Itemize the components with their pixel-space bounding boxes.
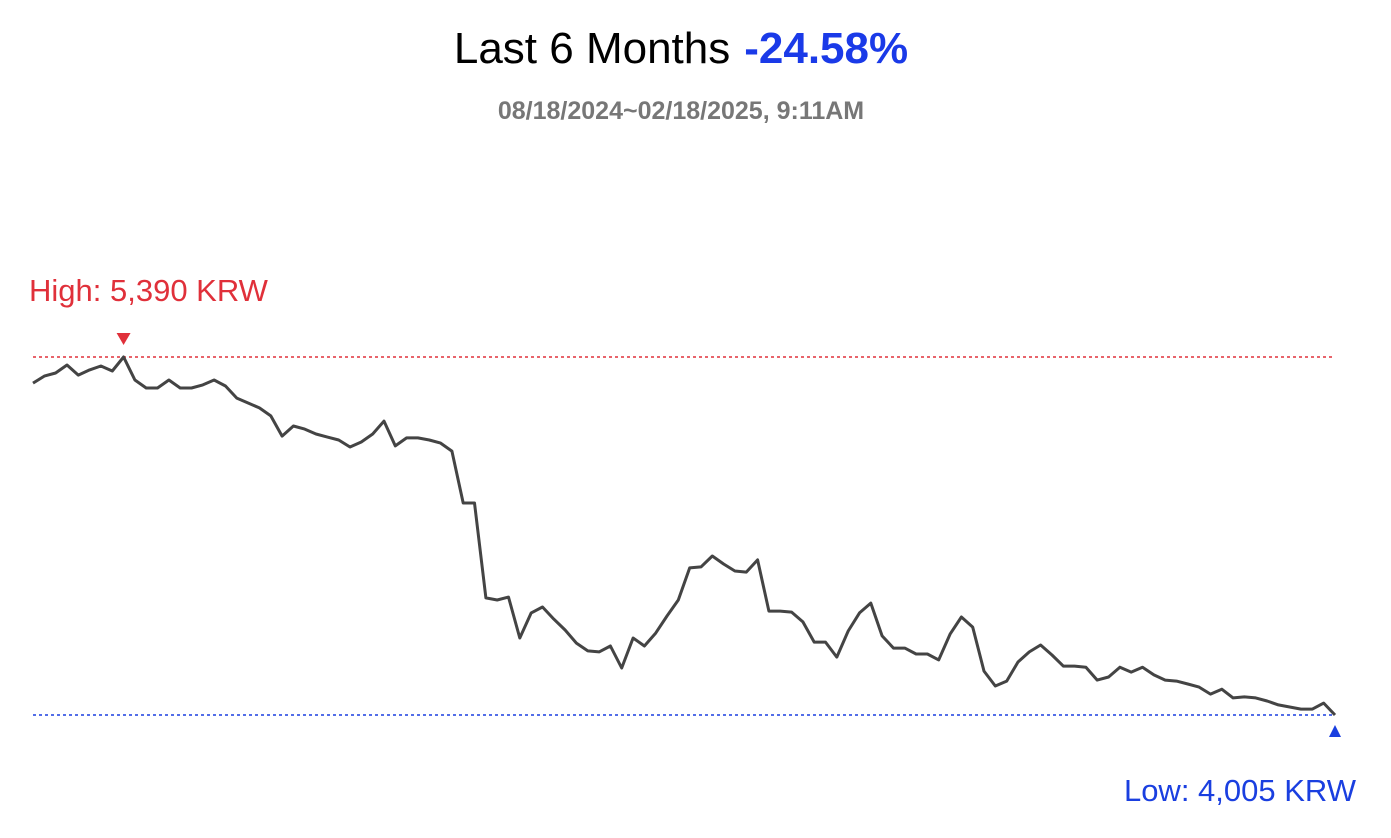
low-marker bbox=[1329, 725, 1341, 737]
price-line bbox=[32, 355, 1337, 717]
change-text: -24.58% bbox=[744, 24, 908, 73]
high-label: High: 5,390 KRW bbox=[29, 273, 269, 308]
title-text: Last 6 Months bbox=[454, 24, 730, 73]
high-marker bbox=[116, 333, 131, 345]
low-label: Low: 4,005 KRW bbox=[1124, 773, 1357, 808]
subtitle: 08/18/2024~02/18/2025, 9:11AM bbox=[498, 97, 864, 125]
chart-title: Last 6 Months -24.58% bbox=[454, 24, 908, 73]
